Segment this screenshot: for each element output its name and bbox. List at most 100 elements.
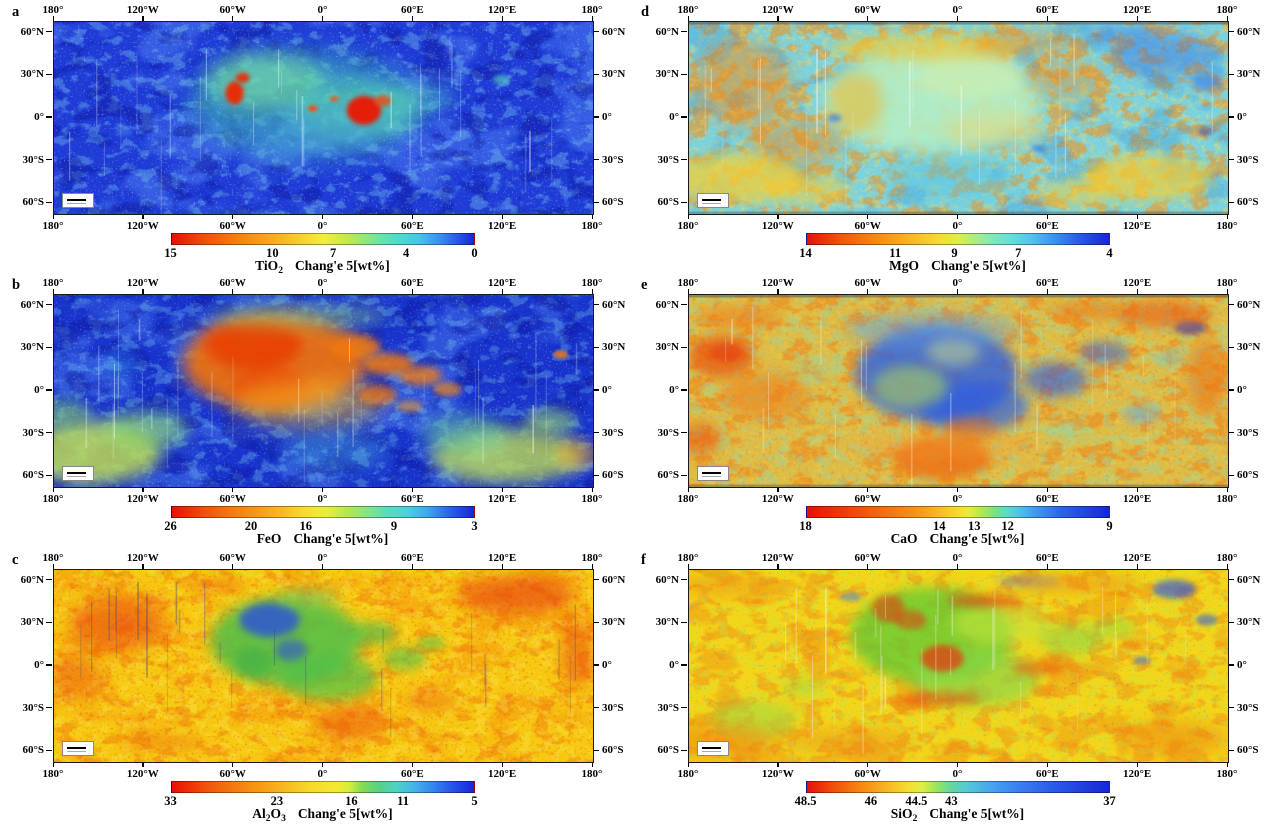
lon-tick-label: 180° [581, 4, 603, 16]
lon-tick-label: 120°W [126, 4, 159, 16]
lat-tick-label: 60°N [655, 298, 679, 311]
axis-tick [322, 289, 324, 294]
lon-tick-label: 0° [952, 552, 963, 564]
lon-tick-label: 180° [42, 4, 64, 16]
axis-tick [1046, 289, 1049, 294]
panel-letter: f [641, 552, 646, 568]
axis-tick [777, 487, 779, 492]
axis-tick [777, 564, 779, 569]
lat-tick-label: 60°S [22, 469, 44, 482]
axis-tick [593, 432, 599, 434]
axis-tick [591, 487, 593, 492]
scale-bar [697, 741, 729, 756]
lon-tick-label: 60°E [400, 4, 424, 16]
lon-tick-label: 180° [42, 768, 64, 780]
colorbar-tick-label: 33 [164, 794, 177, 808]
lon-tick-label: 120°E [1123, 220, 1152, 232]
lat-tick-label: 0° [1237, 384, 1247, 396]
axis-tick [1228, 432, 1234, 434]
lon-tick-label: 180° [42, 277, 64, 289]
axis-tick [46, 73, 52, 75]
lon-tick-label: 60°E [1035, 220, 1059, 232]
colorbar-sio2 [805, 781, 1110, 793]
lon-tick-label: 120°W [126, 768, 159, 780]
axis-tick [142, 16, 144, 21]
lon-tick-label: 120°E [1123, 277, 1152, 289]
lon-tick-label: 120°W [761, 768, 794, 780]
axis-tick [593, 474, 599, 476]
axis-tick [681, 73, 687, 75]
axis-tick [501, 762, 503, 767]
lon-tick-label: 0° [317, 768, 328, 780]
lon-tick-label: 60°E [1035, 552, 1059, 564]
axis-tick [46, 664, 52, 666]
axis-tick [411, 762, 414, 767]
axis-tick [1046, 214, 1049, 219]
axis-tick [867, 16, 869, 21]
axis-tick [501, 487, 503, 492]
lon-tick-label: 120°E [488, 277, 517, 289]
axis-tick [593, 304, 599, 306]
axis-tick [777, 762, 779, 767]
colorbar-tick-label: 11 [397, 794, 409, 808]
lon-tick-label: 0° [952, 768, 963, 780]
lon-tick-label: 60°W [219, 552, 246, 564]
formula-segment: FeO [256, 531, 282, 546]
lon-tick-label: 60°W [854, 220, 881, 232]
lon-tick-label: 180° [1216, 768, 1238, 780]
lat-tick-label: 0° [669, 659, 679, 671]
colorbar-tick-label: 11 [889, 246, 902, 260]
lon-tick-label: 180° [581, 493, 603, 505]
lon-tick-label: 180° [42, 220, 64, 232]
scale-bar [697, 193, 729, 208]
axis-tick [681, 159, 687, 161]
lat-tick-label: 30°N [602, 616, 626, 629]
lon-tick-label: 60°E [400, 768, 424, 780]
lat-tick-label: 0° [1237, 659, 1247, 671]
axis-tick [1228, 31, 1234, 33]
axis-tick [1136, 487, 1138, 492]
colorbar-tick-label: 15 [164, 246, 177, 260]
colorbar-tick-label: 10 [266, 246, 279, 260]
axis-tick [593, 346, 599, 348]
colorbar-tick-label: 14 [933, 519, 946, 533]
caption-suffix: Chang'e 5[wt%] [297, 806, 393, 821]
lat-tick-label: 0° [669, 111, 679, 123]
axis-tick [591, 16, 593, 21]
axis-tick [411, 214, 414, 219]
lat-tick-label: 0° [602, 384, 612, 396]
axis-tick [232, 487, 234, 492]
map-raster-sio2 [689, 570, 1228, 762]
axis-tick [687, 564, 689, 569]
map-al2o3 [53, 569, 594, 763]
oxide-formula: MgO [889, 258, 919, 273]
panel-letter: b [12, 277, 21, 293]
scale-bar [62, 193, 94, 208]
axis-tick [591, 289, 593, 294]
axis-tick [142, 564, 144, 569]
lat-tick-label: 30°N [1237, 341, 1261, 354]
lon-tick-label: 0° [952, 493, 963, 505]
axis-tick [681, 201, 687, 203]
axis-tick [957, 289, 959, 294]
map-raster-feo [54, 295, 593, 487]
axis-tick [681, 432, 687, 434]
map-raster-cao [689, 295, 1228, 487]
axis-tick [1228, 749, 1234, 751]
colorbar-tick-label: 12 [1001, 519, 1014, 533]
axis-tick [322, 564, 324, 569]
colorbar-tick-label: 43 [945, 794, 958, 808]
axis-tick [1228, 73, 1234, 75]
colorbar-tick-label: 7 [1015, 246, 1022, 260]
lon-tick-label: 180° [581, 277, 603, 289]
colorbar-cao [805, 506, 1110, 518]
lat-tick-label: 30°N [1237, 616, 1261, 629]
colorbar-tick-label: 5 [471, 794, 478, 808]
lat-tick-label: 30°S [1237, 153, 1259, 166]
lat-tick-label: 30°N [655, 68, 679, 81]
axis-tick [593, 621, 599, 623]
colorbar-tick-label: 16 [345, 794, 358, 808]
axis-tick [957, 564, 959, 569]
lat-tick-label: 60°N [20, 573, 44, 586]
colorbar-caption: MgO Chang'e 5[wt%] [688, 258, 1227, 274]
